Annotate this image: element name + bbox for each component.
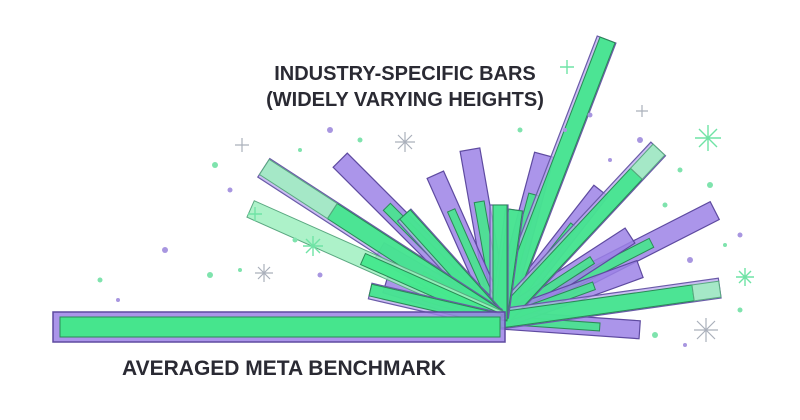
benchmark-bar [52, 311, 506, 343]
rays [246, 35, 722, 340]
sparkles [97, 60, 754, 347]
annotation-top-line-1: INDUSTRY-SPECIFIC BARS [274, 63, 536, 85]
annotation-top-line-2: (WIDELY VARYING HEIGHTS) [266, 89, 544, 111]
annotation-bottom: AVERAGED META BENCHMARK [122, 357, 446, 380]
